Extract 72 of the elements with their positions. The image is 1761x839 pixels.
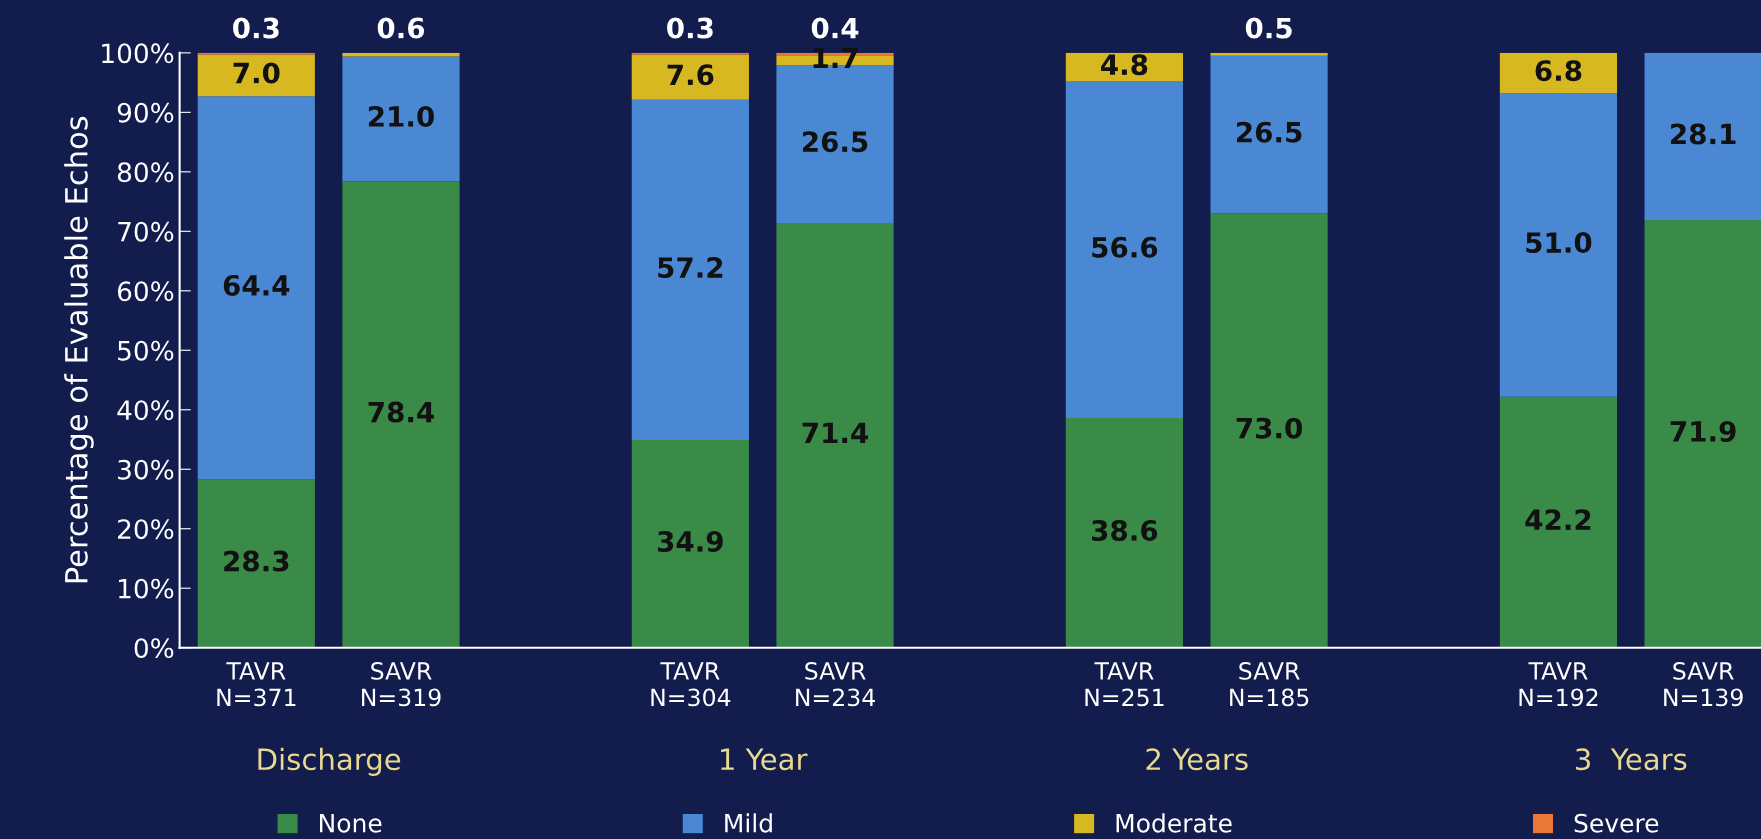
- x-tick-label: SAVR N=319: [362, 662, 441, 707]
- bar: [1210, 55, 1328, 214]
- data-label: 0.3: [667, 17, 713, 39]
- legend-label: Mild: [725, 813, 772, 833]
- y-axis-title: Percentage of Evaluable Echos: [64, 116, 94, 583]
- data-label: 0.4: [811, 17, 859, 39]
- data-label: 38.6: [1091, 519, 1158, 541]
- data-label: 28.3: [224, 550, 289, 572]
- y-tick-label: 70%: [118, 221, 174, 242]
- data-label: 73.0: [1236, 417, 1303, 439]
- bar: [1065, 81, 1183, 419]
- bar: [631, 54, 749, 100]
- text: Discharge: [258, 747, 401, 776]
- data-label: 51.0: [1526, 232, 1592, 254]
- bar: [197, 54, 315, 97]
- data-label: 0.6: [377, 17, 425, 39]
- data-label: 28.1: [1671, 123, 1736, 145]
- data-label: 26.5: [802, 131, 868, 153]
- x-tick-label: SAVR N=234: [796, 662, 875, 707]
- legend-label: Severe: [1574, 813, 1659, 833]
- data-label: 0.5: [1245, 17, 1292, 39]
- text: 3 Years: [1575, 748, 1687, 771]
- bar: [1644, 220, 1761, 648]
- bar: [1499, 396, 1618, 648]
- data-label: 64.4: [223, 274, 290, 296]
- x-tick-label: TAVR N=192: [1519, 662, 1598, 707]
- x-tick-label: SAVR N=185: [1230, 662, 1309, 707]
- bar: [631, 440, 749, 648]
- data-label: 21.0: [368, 105, 434, 127]
- bar: [1065, 418, 1183, 648]
- y-tick-label: 0%: [134, 638, 174, 659]
- bar: [631, 99, 749, 441]
- y-tick-label: 100%: [102, 43, 174, 64]
- data-label: 34.9: [657, 530, 723, 552]
- text: 2 Years: [1146, 748, 1248, 771]
- legend-label: Moderate: [1116, 813, 1232, 833]
- y-tick-label: 60%: [117, 281, 174, 302]
- y-tick-label: 30%: [118, 459, 174, 480]
- bar: [1210, 52, 1328, 56]
- data-label: 71.9: [1670, 420, 1736, 442]
- data-label: 4.8: [1101, 54, 1148, 76]
- text: 1 Year: [721, 748, 808, 771]
- bar: [342, 56, 460, 182]
- bar: [776, 222, 894, 648]
- y-tick-label: 10%: [119, 578, 174, 599]
- bar: [197, 96, 315, 480]
- x-tick-label: TAVR N=304: [651, 662, 731, 707]
- y-tick-label: 20%: [118, 519, 174, 540]
- bar: [1644, 52, 1761, 221]
- bar: [1210, 213, 1328, 648]
- y-tick-label: 90%: [117, 102, 174, 123]
- x-tick-label: TAVR N=251: [1085, 662, 1164, 707]
- data-label: 0.3: [233, 17, 279, 39]
- data-label: 6.8: [1535, 60, 1582, 82]
- x-tick-label: SAVR N=139: [1664, 662, 1743, 707]
- data-label: 71.4: [802, 422, 869, 444]
- bar: [342, 181, 460, 648]
- bar: [1499, 93, 1618, 397]
- data-label: 42.2: [1525, 509, 1591, 530]
- x-tick-label: TAVR N=371: [217, 662, 296, 707]
- bar: [197, 479, 315, 648]
- legend-label: None: [320, 814, 382, 833]
- y-tick-label: 40%: [117, 400, 174, 421]
- data-label: 1.7: [813, 47, 858, 68]
- data-label: 7.6: [667, 64, 714, 86]
- data-label: 26.5: [1237, 121, 1302, 143]
- data-label: 57.2: [658, 257, 723, 279]
- y-tick-label: 80%: [117, 162, 174, 183]
- data-label: 7.0: [233, 62, 280, 84]
- data-label: 78.4: [368, 401, 434, 423]
- data-label: 56.6: [1092, 236, 1158, 258]
- y-tick-label: 50%: [118, 340, 174, 361]
